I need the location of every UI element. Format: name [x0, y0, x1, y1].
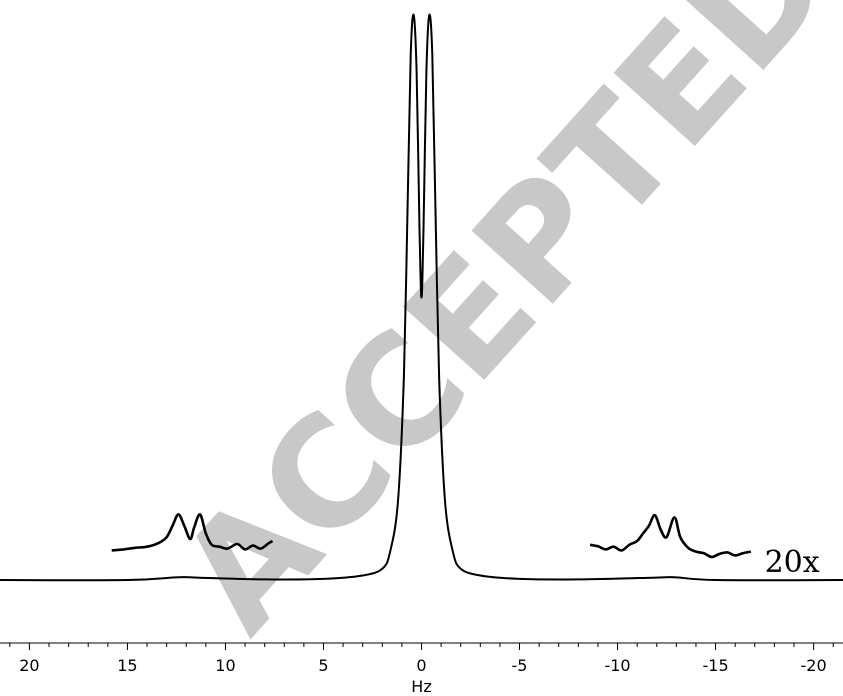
x-tick-label: 5 — [318, 656, 328, 675]
x-tick-label: -10 — [604, 656, 630, 675]
x-axis-ticks: 20 15 10 5 0 -5 -10 -15 -20 — [9, 643, 834, 675]
x-tick-label: 10 — [215, 656, 235, 675]
x-tick-label: -5 — [512, 656, 528, 675]
x-tick-label: 20 — [19, 656, 39, 675]
watermark: ACCEPTED MANUSCRIPT — [147, 0, 843, 664]
scale-annotation: 20x — [765, 545, 820, 580]
watermark-text: ACCEPTED MANUSCRIPT — [147, 0, 843, 664]
x-tick-label: 0 — [416, 656, 426, 675]
x-tick-label: -20 — [801, 656, 827, 675]
series-satellite-1 — [111, 513, 274, 552]
x-axis-label: Hz — [411, 677, 431, 696]
series-main-spectrum — [0, 13, 843, 582]
x-tick-label: 15 — [117, 656, 137, 675]
plot-area — [0, 13, 843, 582]
x-tick-label: -15 — [702, 656, 728, 675]
series-satellite-2 — [589, 513, 752, 559]
